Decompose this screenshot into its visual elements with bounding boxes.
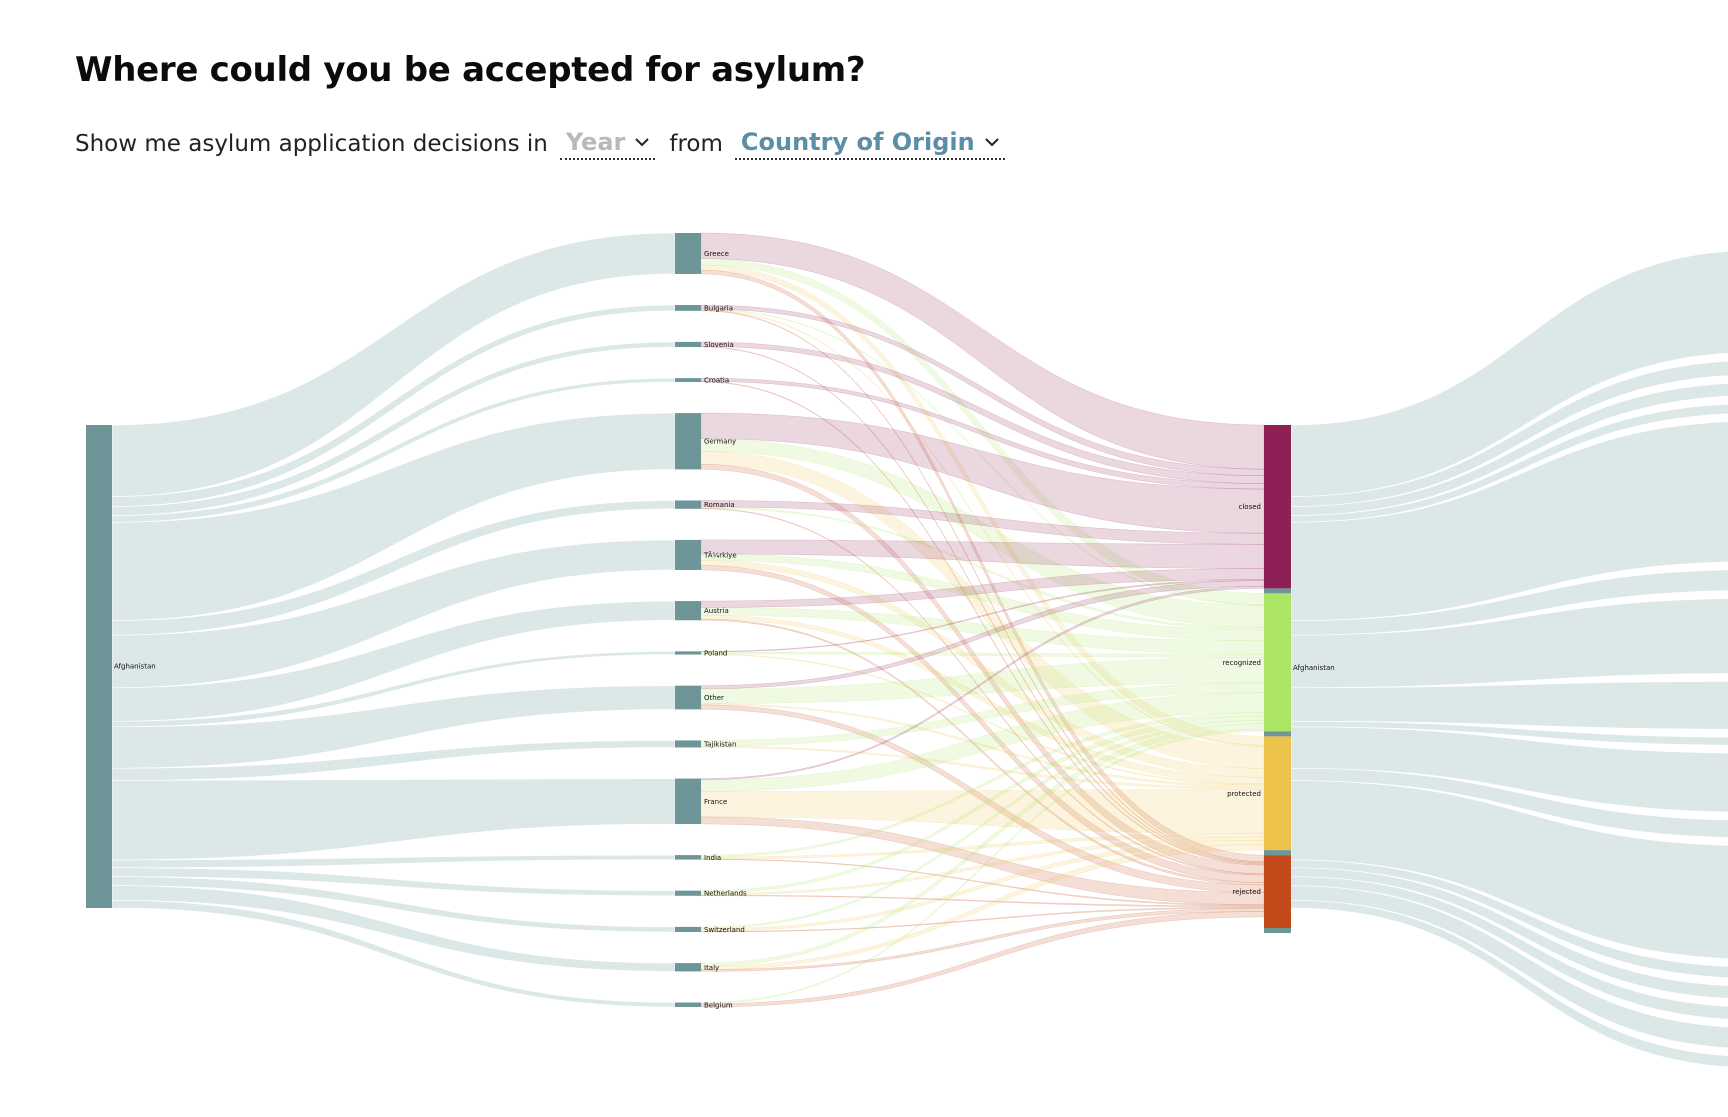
node-austria[interactable] <box>675 601 701 621</box>
year-dropdown-value: Year <box>565 128 626 156</box>
label-croatia: Croatia <box>704 377 729 385</box>
node-slovenia[interactable] <box>675 341 701 348</box>
flow-mirror-poland <box>1290 720 1728 746</box>
node-poland[interactable] <box>675 651 701 655</box>
flow-mirror-netherlands <box>1290 867 1728 999</box>
label-ta-1-4rkiye: TÃ¼rkiye <box>703 550 737 559</box>
label-netherlands: Netherlands <box>704 890 747 898</box>
label-afghanistan-mirror: Afghanistan <box>1293 664 1335 672</box>
node-netherlands[interactable] <box>675 890 701 896</box>
node-recognized[interactable] <box>1264 593 1291 732</box>
node-india[interactable] <box>675 855 701 860</box>
node-belgium[interactable] <box>675 1002 701 1007</box>
flow-mirror-belgium <box>1290 899 1728 1068</box>
sankey-labels: Afghanistan Greece Bulgaria Slovenia Croatia… <box>114 250 1335 1009</box>
node-ta-1-4rkiye[interactable] <box>675 539 701 570</box>
node-greece[interactable] <box>675 233 701 274</box>
flow-mirror-france <box>1290 780 1728 959</box>
label-protected: protected <box>1227 790 1261 798</box>
flow-ta-1-4rkiye-closed <box>700 539 1265 569</box>
filter-sentence: Show me asylum application decisions in … <box>75 128 1019 160</box>
chevron-down-icon <box>635 138 650 147</box>
label-poland: Poland <box>704 649 727 657</box>
flow-origin-germany <box>111 412 676 621</box>
label-other: Other <box>704 694 724 702</box>
node-germany[interactable] <box>675 413 701 470</box>
node-romania[interactable] <box>675 500 701 509</box>
flow-mirror-germany <box>1290 421 1728 621</box>
filter-prefix: Show me asylum application decisions in <box>75 131 548 157</box>
year-dropdown[interactable]: Year <box>559 128 656 160</box>
node-gap-closed <box>1264 588 1291 594</box>
node-closed[interactable] <box>1264 425 1291 589</box>
flow-bulgaria-closed <box>700 304 1265 477</box>
flow-mirror-other <box>1290 726 1728 813</box>
flow-france-protected <box>700 789 1265 834</box>
flow-mirror-tajikistan <box>1290 767 1728 838</box>
node-croatia[interactable] <box>675 378 701 382</box>
label-bulgaria: Bulgaria <box>704 304 733 312</box>
country-dropdown-value: Country of Origin <box>740 128 975 156</box>
label-tajikistan: Tajikistan <box>703 740 736 748</box>
label-austria: Austria <box>704 607 729 615</box>
flow-greece-recognized <box>700 258 1265 605</box>
flow-mirror-slovenia <box>1290 383 1728 516</box>
sankey-nodes <box>86 233 1291 1007</box>
label-romania: Romania <box>704 501 735 509</box>
flow-origin-india <box>111 854 676 869</box>
node-switzerland[interactable] <box>675 926 701 933</box>
label-rejected: rejected <box>1232 888 1261 896</box>
node-gap-protected <box>1264 850 1291 856</box>
label-belgium: Belgium <box>704 1001 733 1009</box>
label-recognized: recognized <box>1223 659 1261 667</box>
node-france[interactable] <box>675 778 701 825</box>
flow-mirror-romania <box>1290 569 1728 636</box>
flow-origin-greece <box>111 232 676 497</box>
page-title: Where could you be accepted for asylum? <box>75 50 866 90</box>
mirror-flows <box>1290 250 1728 1068</box>
flow-mirror-ta-1-4rkiye <box>1290 598 1728 689</box>
node-rejected[interactable] <box>1264 855 1291 928</box>
flow-mirror-india <box>1290 859 1728 978</box>
flow-mirror-croatia <box>1290 403 1728 523</box>
label-italy: Italy <box>704 964 719 972</box>
node-gap-recognized <box>1264 731 1291 737</box>
flow-origin-slovenia <box>111 341 676 516</box>
node-afghanistan[interactable] <box>86 425 112 908</box>
node-italy[interactable] <box>675 963 701 972</box>
country-dropdown[interactable]: Country of Origin <box>734 128 1005 160</box>
node-bulgaria[interactable] <box>675 305 701 311</box>
node-other[interactable] <box>675 685 701 710</box>
flow-mirror-italy <box>1290 885 1728 1049</box>
label-france: France <box>704 798 727 806</box>
label-slovenia: Slovenia <box>704 341 734 349</box>
flow-origin-france <box>111 778 676 861</box>
label-germany: Germany <box>704 438 736 446</box>
flow-mirror-greece <box>1290 250 1728 497</box>
flow-mirror-austria <box>1290 681 1728 730</box>
flow-mirror-bulgaria <box>1290 360 1728 507</box>
node-protected[interactable] <box>1264 736 1291 851</box>
outcome-flows <box>700 232 1265 1008</box>
label-switzerland: Switzerland <box>704 926 745 934</box>
label-greece: Greece <box>704 250 729 258</box>
node-gap-rejected <box>1264 928 1291 933</box>
filter-from: from <box>669 131 723 157</box>
flow-origin-ta-1-4rkiye <box>111 539 676 689</box>
label-closed: closed <box>1239 503 1261 511</box>
flow-origin-belgium <box>111 899 676 1008</box>
label-india: India <box>704 854 721 862</box>
origin-flows <box>111 232 676 1008</box>
label-afghanistan: Afghanistan <box>114 663 156 671</box>
flow-mirror-switzerland <box>1290 876 1728 1020</box>
node-tajikistan[interactable] <box>675 740 701 748</box>
chevron-down-icon <box>984 138 999 147</box>
